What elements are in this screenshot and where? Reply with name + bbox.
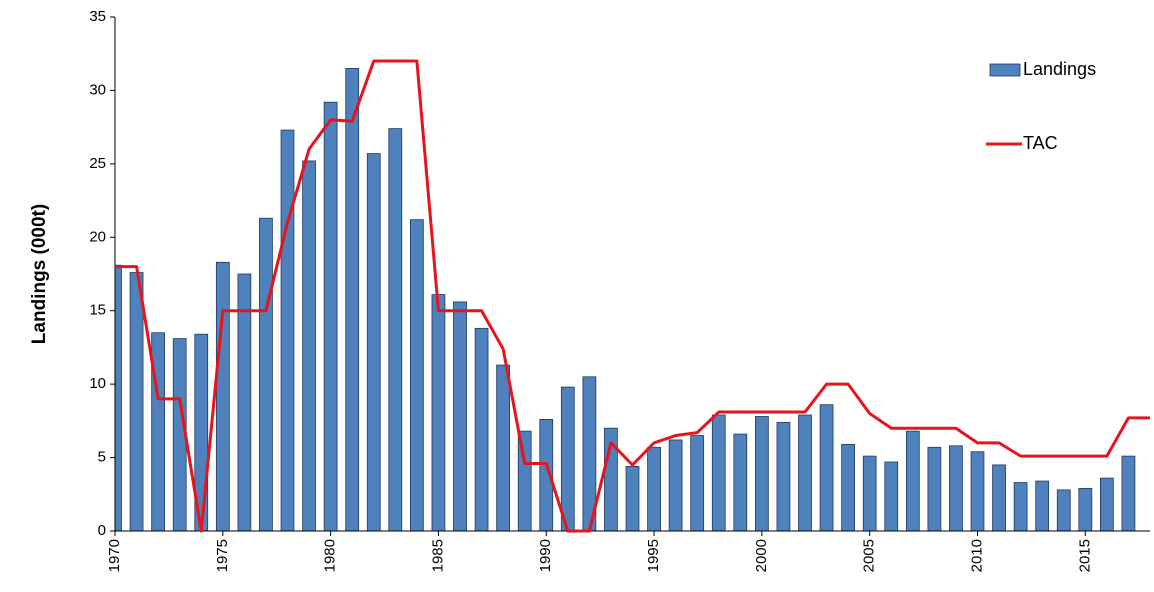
y-tick-label: 0 bbox=[98, 522, 106, 539]
bar bbox=[115, 264, 122, 531]
x-tick-label: 2015 bbox=[1076, 539, 1093, 572]
y-tick-label: 15 bbox=[89, 302, 106, 319]
bar bbox=[366, 153, 381, 531]
bar bbox=[970, 451, 985, 531]
y-tick-label: 25 bbox=[89, 155, 106, 172]
bar bbox=[345, 68, 360, 531]
bar bbox=[1100, 477, 1114, 531]
bar bbox=[819, 404, 834, 531]
x-tick-label: 1970 bbox=[106, 539, 123, 572]
bar bbox=[841, 443, 855, 531]
bar bbox=[237, 273, 252, 531]
legend-label: Landings bbox=[1023, 59, 1096, 79]
bar bbox=[453, 301, 467, 531]
bar bbox=[798, 414, 812, 531]
bar bbox=[625, 465, 640, 531]
bar bbox=[496, 364, 510, 531]
x-tick-label: 2005 bbox=[861, 539, 878, 572]
x-tick-label: 1985 bbox=[429, 539, 446, 572]
bar bbox=[1121, 455, 1136, 531]
x-tick-label: 1980 bbox=[322, 539, 339, 572]
bar bbox=[905, 430, 920, 531]
bar bbox=[992, 464, 1006, 531]
bar bbox=[560, 386, 575, 531]
x-tick-label: 1990 bbox=[537, 539, 554, 572]
y-tick-label: 35 bbox=[89, 8, 106, 25]
bar bbox=[194, 333, 209, 531]
bar bbox=[1056, 489, 1071, 531]
x-tick-label: 1975 bbox=[214, 539, 231, 572]
bar bbox=[215, 261, 230, 531]
bar bbox=[862, 455, 877, 531]
bar bbox=[431, 294, 446, 531]
bar bbox=[388, 128, 403, 531]
bar bbox=[949, 445, 963, 531]
legend-label: TAC bbox=[1023, 133, 1058, 153]
y-tick-label: 20 bbox=[89, 228, 106, 245]
bar bbox=[690, 435, 705, 531]
bar bbox=[776, 421, 791, 531]
bar bbox=[517, 430, 532, 531]
bar bbox=[129, 272, 144, 531]
bar bbox=[755, 416, 769, 531]
y-tick-label: 10 bbox=[89, 375, 106, 392]
bar bbox=[259, 217, 273, 531]
bar bbox=[711, 414, 726, 531]
bar bbox=[1035, 480, 1050, 531]
legend-swatch bbox=[989, 63, 1021, 77]
x-tick-label: 2010 bbox=[968, 539, 985, 572]
line bbox=[115, 59, 1150, 533]
bar bbox=[474, 327, 489, 531]
y-axis-label: Landings (000t) bbox=[29, 204, 50, 344]
bar bbox=[280, 129, 295, 531]
bar bbox=[647, 446, 661, 531]
bar bbox=[1078, 488, 1093, 531]
bar bbox=[323, 101, 338, 531]
bar bbox=[410, 219, 424, 531]
y-tick-label: 30 bbox=[89, 81, 106, 98]
x-tick-label: 1995 bbox=[645, 539, 662, 572]
bar bbox=[539, 418, 554, 531]
bar bbox=[733, 433, 748, 531]
bar bbox=[668, 439, 683, 531]
y-tick-label: 5 bbox=[98, 449, 106, 466]
bar bbox=[927, 446, 942, 531]
x-tick-label: 2000 bbox=[753, 539, 770, 572]
bar bbox=[1013, 482, 1028, 531]
bar bbox=[884, 461, 899, 531]
bar bbox=[302, 160, 316, 531]
